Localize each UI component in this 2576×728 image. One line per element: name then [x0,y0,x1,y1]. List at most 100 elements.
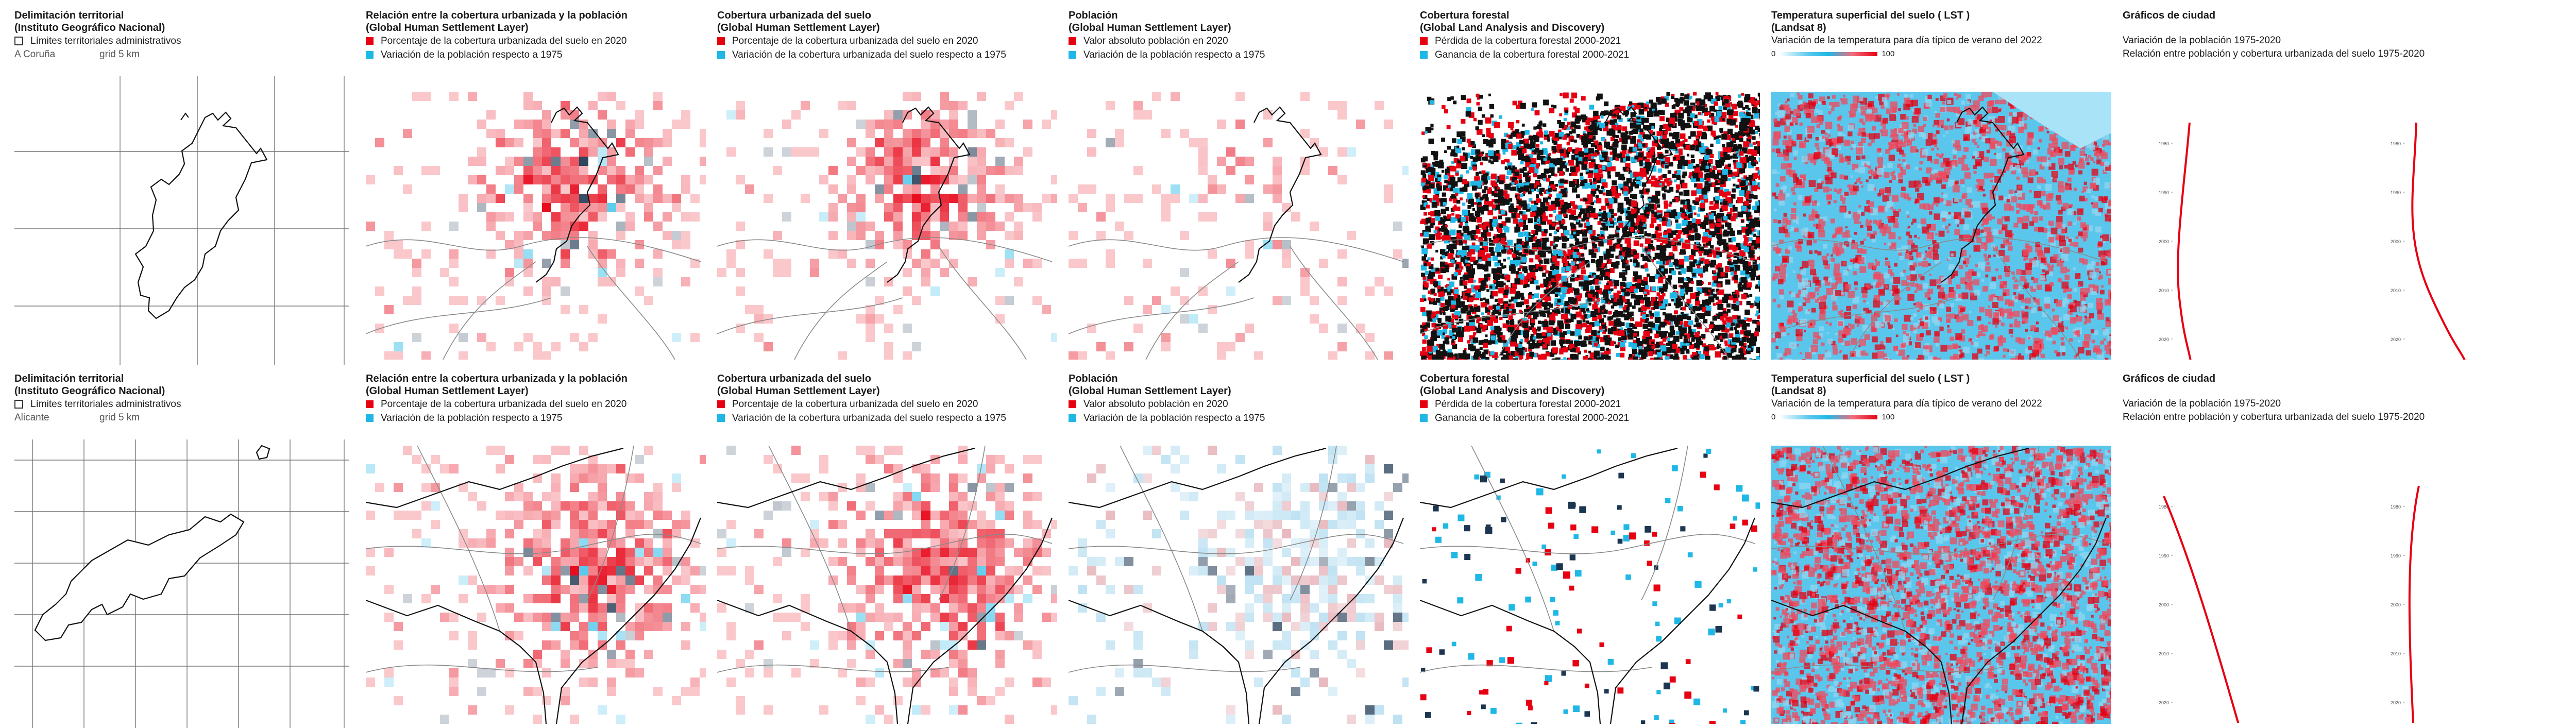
scale-min: 0 [1771,413,1775,421]
legend-item: Variación de la cobertura urbanizada del… [717,48,1057,62]
series-line [2164,496,2241,723]
legend-swatch [14,37,23,45]
scale-bar [1780,415,1877,419]
panel-source: (Instituto Geográfico Nacional) [14,385,354,397]
lst-legend-text: Variación de la temperatura para día típ… [1771,34,2111,47]
legend-label: Ganancia de la cobertura forestal 2000-2… [1435,48,1629,62]
panel-title: Cobertura urbanizada del suelo [717,9,1057,22]
panel-poblacion-2: Población (Global Human Settlement Layer… [1069,373,1409,728]
temperature-scale: 0 100 [1771,413,2111,421]
year-tick-label: 1980 [2391,504,2401,510]
panel-title: Temperatura superficial del suelo ( LST … [1771,9,2111,22]
legend-swatch [717,414,725,422]
panel-delimitacion-2: Delimitación territorial (Instituto Geog… [14,373,354,728]
panel-source: (Landsat 8) [1771,22,2111,34]
panel-title: Población [1069,9,1409,22]
legend-label: Valor absoluto población en 2020 [1083,397,1228,411]
panel-title: Relación entre la cobertura urbanizada y… [366,373,706,385]
panel-forestal-2: Cobertura forestal (Global Land Analysis… [1420,373,1760,728]
panel-cobertura-2: Cobertura urbanizada del suelo (Global H… [717,373,1057,728]
legend-item: Pérdida de la cobertura forestal 2000-20… [1420,34,1760,48]
year-tick-label: 2010 [2159,651,2169,656]
legend-label: Valor absoluto población en 2020 [1083,34,1228,48]
series-line [2178,123,2192,360]
chart-caption: Variación de la población 1975-2020 [2123,397,2566,411]
legend-label: Pérdida de la cobertura forestal 2000-20… [1435,397,1621,411]
boundary-map [14,76,354,365]
scale-min: 0 [1771,49,1775,58]
legend-item: Valor absoluto población en 2020 [1069,397,1409,411]
heat-map [717,446,1057,724]
scale-bar [1780,52,1877,56]
panel-forestal-1: Cobertura forestal (Global Land Analysis… [1420,9,1760,365]
panel-source: (Global Human Settlement Layer) [1069,22,1409,34]
year-tick-label: 1990 [2159,190,2169,195]
year-tick-label: 2020 [2159,700,2169,705]
grid-label: grid 5 km [99,411,140,425]
year-tick-label: 1990 [2391,190,2401,195]
legend-label: Variación de la cobertura urbanizada del… [732,48,1006,62]
legend-item: Valor absoluto población en 2020 [1069,34,1409,48]
panel-source: (Global Human Settlement Layer) [366,22,706,34]
legend-item: Variación de la población respecto a 197… [1069,48,1409,62]
city-name: A Coruña [14,49,55,60]
year-tick-label: 2000 [2159,239,2169,244]
legend-item: Ganancia de la cobertura forestal 2000-2… [1420,411,1760,425]
panel-title: Temperatura superficial del suelo ( LST … [1771,373,2111,385]
legend-item: Variación de la población respecto a 197… [1069,411,1409,425]
panel-delimitacion-1: Delimitación territorial (Instituto Geog… [14,9,354,365]
chart-caption: Relación entre población y cobertura urb… [2123,411,2566,424]
legend-swatch [366,400,374,408]
legend-item: Porcentaje de la cobertura urbanizada de… [366,397,706,411]
city-grid-line: Alicante grid 5 km [14,411,354,425]
city-name: Alicante [14,412,49,423]
legend-item: Porcentaje de la cobertura urbanizada de… [717,34,1057,48]
scale-max: 100 [1882,413,1894,421]
panel-title: Delimitación territorial [14,373,354,385]
panel-title: Cobertura forestal [1420,9,1760,22]
panel-lst-1: Temperatura superficial del suelo ( LST … [1771,9,2111,365]
panel-source: (Landsat 8) [1771,385,2111,397]
panel-title: Cobertura urbanizada del suelo [717,373,1057,385]
legend-label: Ganancia de la cobertura forestal 2000-2… [1435,411,1629,425]
legend-swatch [717,400,725,408]
panel-title: Cobertura forestal [1420,373,1760,385]
legend-label: Pérdida de la cobertura forestal 2000-20… [1435,34,1621,48]
heat-map [1069,446,1409,724]
legend-item: Variación de la población respecto a 197… [366,411,706,425]
year-tick-label: 2000 [2391,239,2401,244]
series-line [2410,486,2419,723]
series-line [2412,123,2468,360]
legend-swatch [1420,37,1428,45]
legend-item: Variación de la cobertura urbanizada del… [717,411,1057,425]
legend-item: Porcentaje de la cobertura urbanizada de… [717,397,1057,411]
panel-source: (Global Human Settlement Layer) [366,385,706,397]
year-tick-label: 1980 [2391,141,2401,146]
panel-title: Población [1069,373,1409,385]
legend-item: Pérdida de la cobertura forestal 2000-20… [1420,397,1760,411]
legend-label: Variación de la población respecto a 197… [1083,411,1265,425]
panel-graficos-1: Gráficos de ciudad Variación de la pobla… [2123,9,2566,365]
legend-label: Variación de la cobertura urbanizada del… [732,411,1006,425]
panel-source: (Instituto Geográfico Nacional) [14,22,354,34]
panel-source: (Global Land Analysis and Discovery) [1420,22,1760,34]
panel-relacion-2: Relación entre la cobertura urbanizada y… [366,373,706,728]
legend-item: Ganancia de la cobertura forestal 2000-2… [1420,48,1760,62]
year-tick-label: 1990 [2391,553,2401,558]
legend-item: Porcentaje de la cobertura urbanizada de… [366,34,706,48]
legend-swatch [1420,414,1428,422]
panel-graficos-2: Gráficos de ciudad Variación de la pobla… [2123,373,2566,728]
year-tick-label: 1990 [2159,553,2169,558]
legend-item: Variación de la población respecto a 197… [366,48,706,62]
legend-swatch [366,37,374,45]
panel-lst-2: Temperatura superficial del suelo ( LST … [1771,373,2111,728]
lst-legend-text: Variación de la temperatura para día típ… [1771,397,2111,411]
heat-map [1069,92,1409,360]
year-tick-label: 2000 [2159,602,2169,607]
heat-map [366,446,706,724]
